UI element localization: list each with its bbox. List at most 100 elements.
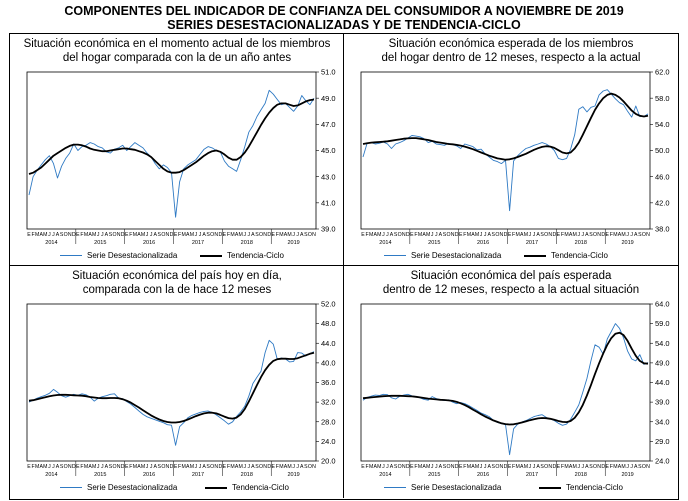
x-month-label: F bbox=[178, 464, 181, 470]
y-tick-label: 47.0 bbox=[321, 120, 336, 129]
x-year-label: 2019 bbox=[621, 472, 633, 478]
y-tick-label: 49.0 bbox=[655, 358, 670, 367]
y-tick-label: 24.0 bbox=[321, 437, 336, 446]
x-month-label: D bbox=[170, 464, 174, 470]
x-month-label: J bbox=[386, 232, 389, 238]
chart-title: Situación económica esperada de los miem… bbox=[348, 37, 674, 65]
x-month-label: M bbox=[141, 464, 145, 470]
chart-panel-household-expected: Situación económica esperada de los miem… bbox=[344, 34, 678, 266]
x-month-label: O bbox=[161, 464, 165, 470]
x-month-label: O bbox=[398, 232, 402, 238]
x-year-label: 2015 bbox=[94, 472, 106, 478]
x-month-label: M bbox=[621, 232, 625, 238]
x-month-label: S bbox=[394, 232, 398, 238]
x-month-label: F bbox=[276, 464, 279, 470]
x-month-label: A bbox=[284, 464, 288, 470]
x-month-label: M bbox=[564, 464, 568, 470]
x-month-label: O bbox=[495, 464, 499, 470]
x-month-label: O bbox=[308, 232, 312, 238]
x-month-label: J bbox=[431, 232, 434, 238]
x-month-label: M bbox=[287, 232, 291, 238]
x-month-label: M bbox=[133, 232, 137, 238]
y-tick-label: 28.0 bbox=[321, 417, 336, 426]
chart-panel-country-expected: Situación económica del país esperada de… bbox=[344, 266, 678, 498]
y-tick-label: 64.0 bbox=[655, 300, 670, 309]
x-month-label: N bbox=[312, 464, 316, 470]
y-tick-label: 20.0 bbox=[321, 457, 336, 466]
x-month-label: E bbox=[125, 232, 129, 238]
x-month-label: J bbox=[243, 464, 246, 470]
x-month-label: N bbox=[117, 232, 121, 238]
x-month-label: A bbox=[137, 464, 141, 470]
y-tick-label: 54.0 bbox=[655, 120, 670, 129]
chart-legend: Serie Desestacionalizada Tendencia-Ciclo bbox=[344, 482, 678, 496]
x-year-label: 2017 bbox=[192, 240, 204, 246]
x-month-label: E bbox=[557, 232, 561, 238]
x-month-label: J bbox=[195, 232, 198, 238]
x-month-label: A bbox=[40, 232, 44, 238]
x-month-label: A bbox=[471, 232, 475, 238]
x-month-label: M bbox=[418, 232, 422, 238]
x-month-label: A bbox=[618, 232, 622, 238]
x-month-label: J bbox=[101, 464, 104, 470]
x-month-label: N bbox=[646, 464, 650, 470]
x-month-label: A bbox=[471, 464, 475, 470]
x-month-label: S bbox=[304, 232, 308, 238]
y-tick-label: 44.0 bbox=[655, 378, 670, 387]
x-month-label: A bbox=[536, 464, 540, 470]
x-month-label: F bbox=[463, 232, 466, 238]
x-year-label: 2018 bbox=[241, 240, 253, 246]
y-tick-label: 40.0 bbox=[321, 358, 336, 367]
x-month-label: M bbox=[516, 232, 520, 238]
x-month-label: M bbox=[467, 464, 471, 470]
x-year-label: 2016 bbox=[477, 472, 489, 478]
legend-line-seasonal bbox=[60, 487, 82, 489]
x-month-label: M bbox=[426, 464, 430, 470]
x-year-label: 2018 bbox=[575, 472, 587, 478]
x-month-label: E bbox=[76, 464, 80, 470]
x-month-label: M bbox=[516, 464, 520, 470]
x-month-label: E bbox=[223, 464, 227, 470]
x-month-label: F bbox=[276, 232, 279, 238]
x-month-label: O bbox=[161, 232, 165, 238]
chart-title-line: del hogar dentro de 12 meses, respecto a… bbox=[381, 52, 641, 64]
x-month-label: A bbox=[88, 464, 92, 470]
x-month-label: N bbox=[263, 464, 267, 470]
x-month-label: J bbox=[97, 464, 100, 470]
x-month-label: S bbox=[109, 232, 113, 238]
x-month-label: M bbox=[564, 232, 568, 238]
x-month-label: A bbox=[251, 464, 255, 470]
x-month-label: A bbox=[487, 464, 491, 470]
x-month-label: A bbox=[439, 232, 443, 238]
x-month-label: S bbox=[109, 464, 113, 470]
x-month-label: D bbox=[552, 232, 556, 238]
x-month-label: E bbox=[125, 464, 129, 470]
x-month-label: A bbox=[569, 232, 573, 238]
x-month-label: A bbox=[585, 464, 589, 470]
x-month-label: E bbox=[508, 464, 512, 470]
x-month-label: N bbox=[548, 232, 552, 238]
x-month-label: F bbox=[129, 232, 132, 238]
x-month-label: N bbox=[646, 232, 650, 238]
x-month-label: A bbox=[585, 232, 589, 238]
x-month-label: J bbox=[243, 232, 246, 238]
x-month-label: S bbox=[60, 464, 64, 470]
x-month-label: M bbox=[573, 232, 577, 238]
x-month-label: J bbox=[484, 464, 487, 470]
charts-grid: Situación económica en el momento actual… bbox=[9, 33, 679, 500]
x-month-label: N bbox=[68, 464, 72, 470]
x-month-label: M bbox=[426, 232, 430, 238]
x-month-label: A bbox=[251, 232, 255, 238]
x-month-label: N bbox=[263, 232, 267, 238]
x-month-label: M bbox=[475, 464, 479, 470]
x-month-label: N bbox=[597, 232, 601, 238]
x-month-label: N bbox=[451, 232, 455, 238]
x-month-label: S bbox=[394, 464, 398, 470]
y-tick-label: 62.0 bbox=[655, 68, 670, 77]
x-month-label: A bbox=[300, 464, 304, 470]
chart-legend: Serie Desestacionalizada Tendencia-Ciclo bbox=[344, 250, 678, 264]
x-month-label: S bbox=[255, 232, 259, 238]
x-month-label: O bbox=[210, 464, 214, 470]
legend-label: Tendencia-Ciclo bbox=[566, 483, 623, 492]
x-month-label: M bbox=[43, 464, 47, 470]
